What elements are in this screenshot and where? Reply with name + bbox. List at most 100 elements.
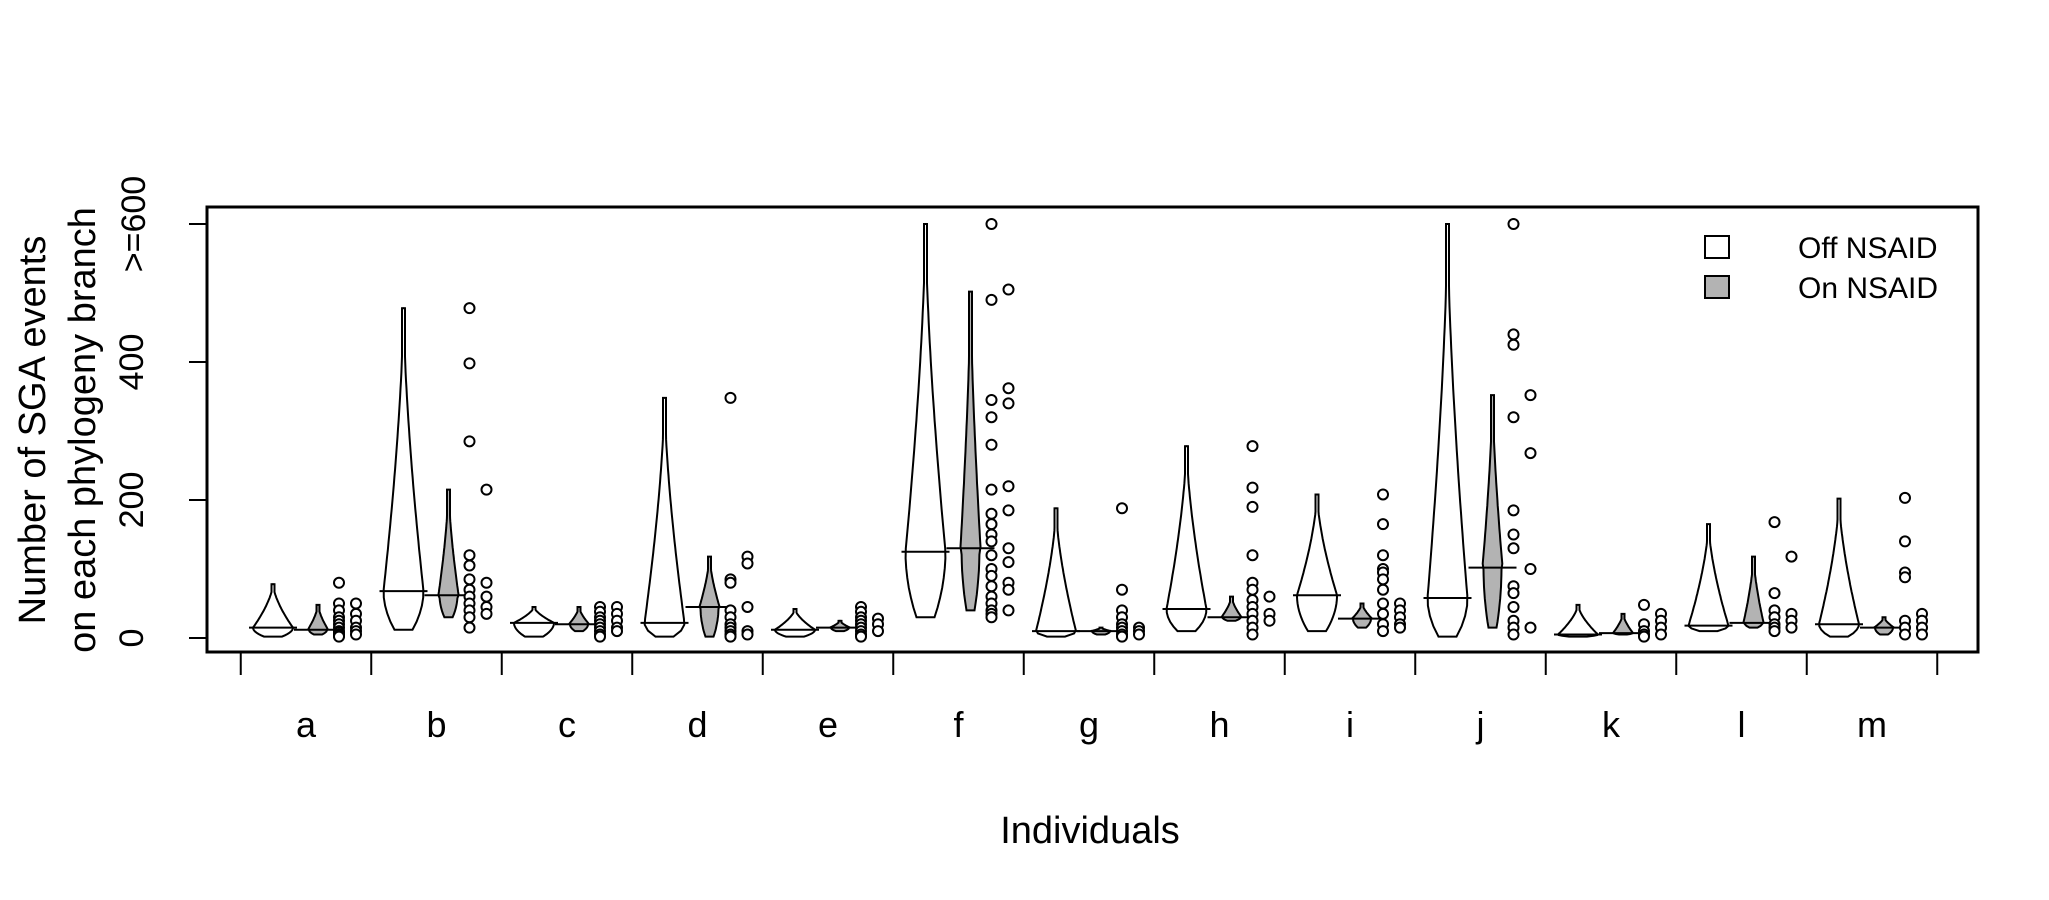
data-point-off-nsaid xyxy=(985,569,998,582)
data-point-on-nsaid xyxy=(1524,621,1537,634)
data-point-off-nsaid xyxy=(1899,571,1911,584)
violin-off-nsaid xyxy=(512,605,556,638)
violin-on-nsaid xyxy=(1742,555,1765,629)
x-tick-label: m xyxy=(1857,704,1887,745)
data-point-off-nsaid xyxy=(1507,542,1520,555)
data-point-off-nsaid xyxy=(1768,587,1781,600)
x-tick-label: l xyxy=(1738,704,1746,745)
data-point-on-nsaid xyxy=(1002,604,1015,617)
data-point-on-nsaid xyxy=(1263,614,1276,627)
violin-off-nsaid xyxy=(1426,223,1469,638)
legend-label-off: Off NSAID xyxy=(1798,232,1937,265)
data-point-off-nsaid xyxy=(1899,535,1911,548)
data-point-off-nsaid xyxy=(1899,628,1911,641)
data-point-on-nsaid xyxy=(480,576,493,589)
data-point-on-nsaid xyxy=(1524,389,1537,402)
data-point-on-nsaid xyxy=(1002,504,1015,517)
x-tick-label: g xyxy=(1079,704,1099,745)
data-point-off-nsaid xyxy=(463,621,476,634)
data-point-on-nsaid xyxy=(741,557,754,570)
violin-on-nsaid xyxy=(437,488,460,619)
data-point-off-nsaid xyxy=(985,218,998,230)
data-point-on-nsaid xyxy=(1394,621,1406,634)
data-point-on-nsaid xyxy=(1002,480,1015,493)
legend-label-on: On NSAID xyxy=(1798,272,1938,305)
data-point-on-nsaid xyxy=(1655,628,1667,641)
violin-group-l xyxy=(1684,516,1798,638)
violin-off-nsaid xyxy=(1818,497,1860,638)
data-point-on-nsaid xyxy=(872,625,884,638)
violin-group-a xyxy=(249,576,362,643)
data-point-off-nsaid xyxy=(985,549,998,562)
data-point-off-nsaid xyxy=(463,559,476,572)
violin-on-nsaid xyxy=(567,605,591,633)
violin-group-j xyxy=(1423,218,1537,641)
y-axis-title-line2: on each phylogeny branch xyxy=(62,207,104,653)
data-point-off-nsaid xyxy=(1246,549,1259,562)
violin-on-nsaid xyxy=(1872,616,1896,636)
data-point-on-nsaid xyxy=(1785,621,1798,634)
data-point-off-nsaid xyxy=(724,391,737,404)
data-point-on-nsaid xyxy=(1524,447,1537,460)
x-tick-label: h xyxy=(1209,704,1229,745)
data-point-off-nsaid xyxy=(985,518,998,531)
data-point-on-nsaid xyxy=(1263,590,1276,603)
data-point-off-nsaid xyxy=(1116,630,1128,643)
data-point-off-nsaid xyxy=(1507,528,1520,541)
x-axis: a b c d e f g h i j k l m xyxy=(239,652,1939,745)
data-point-off-nsaid xyxy=(985,393,998,406)
violin-off-nsaid xyxy=(1165,445,1208,633)
data-point-off-nsaid xyxy=(1246,440,1259,453)
data-point-on-nsaid xyxy=(350,628,362,641)
data-point-on-nsaid xyxy=(1002,283,1015,296)
violin-on-nsaid xyxy=(1481,394,1504,629)
x-axis-title: Individuals xyxy=(1000,810,1180,852)
violin-on-nsaid xyxy=(959,290,982,612)
violin-group-c xyxy=(510,600,623,643)
violin-group-m xyxy=(1815,491,1928,641)
x-tick-label: c xyxy=(558,704,576,745)
data-point-on-nsaid xyxy=(1002,556,1015,569)
data-point-off-nsaid xyxy=(724,576,737,589)
data-point-off-nsaid xyxy=(1246,583,1259,596)
violin-on-nsaid xyxy=(1219,595,1244,622)
data-point-off-nsaid xyxy=(985,535,998,548)
violin-off-nsaid xyxy=(904,223,947,619)
data-point-off-nsaid xyxy=(1768,516,1781,529)
data-point-on-nsaid xyxy=(741,628,754,641)
data-point-on-nsaid xyxy=(741,600,754,613)
legend-swatch-on xyxy=(1704,275,1730,299)
violin-off-nsaid xyxy=(773,607,817,638)
violin-group-h xyxy=(1162,440,1276,641)
data-point-on-nsaid xyxy=(480,607,493,620)
x-tick-label: e xyxy=(818,704,838,745)
violin-on-nsaid xyxy=(698,555,721,638)
data-point-off-nsaid xyxy=(1507,338,1520,351)
data-point-off-nsaid xyxy=(1507,600,1520,613)
x-tick-label: i xyxy=(1346,704,1354,745)
violin-group-b xyxy=(379,302,493,634)
x-tick-label: a xyxy=(296,704,317,745)
data-point-off-nsaid xyxy=(1899,491,1911,504)
data-point-off-nsaid xyxy=(1116,502,1128,515)
data-point-off-nsaid xyxy=(463,302,476,315)
data-point-off-nsaid xyxy=(1377,625,1389,638)
data-point-off-nsaid xyxy=(594,630,606,643)
violin-off-nsaid xyxy=(382,307,425,631)
data-point-off-nsaid xyxy=(985,438,998,451)
data-point-off-nsaid xyxy=(1507,411,1520,424)
data-point-off-nsaid xyxy=(463,573,476,586)
data-point-off-nsaid xyxy=(985,411,998,424)
violin-off-nsaid xyxy=(1035,507,1077,638)
data-point-off-nsaid xyxy=(463,549,476,562)
legend: Off NSAID On NSAID xyxy=(1704,232,1938,305)
data-point-off-nsaid xyxy=(1638,598,1650,611)
data-point-off-nsaid xyxy=(333,630,345,643)
data-point-on-nsaid xyxy=(1002,397,1015,410)
data-point-on-nsaid xyxy=(611,625,623,638)
data-point-off-nsaid xyxy=(463,611,476,624)
data-point-off-nsaid xyxy=(463,435,476,448)
data-point-on-nsaid xyxy=(480,590,493,603)
violin-on-nsaid xyxy=(827,619,853,633)
